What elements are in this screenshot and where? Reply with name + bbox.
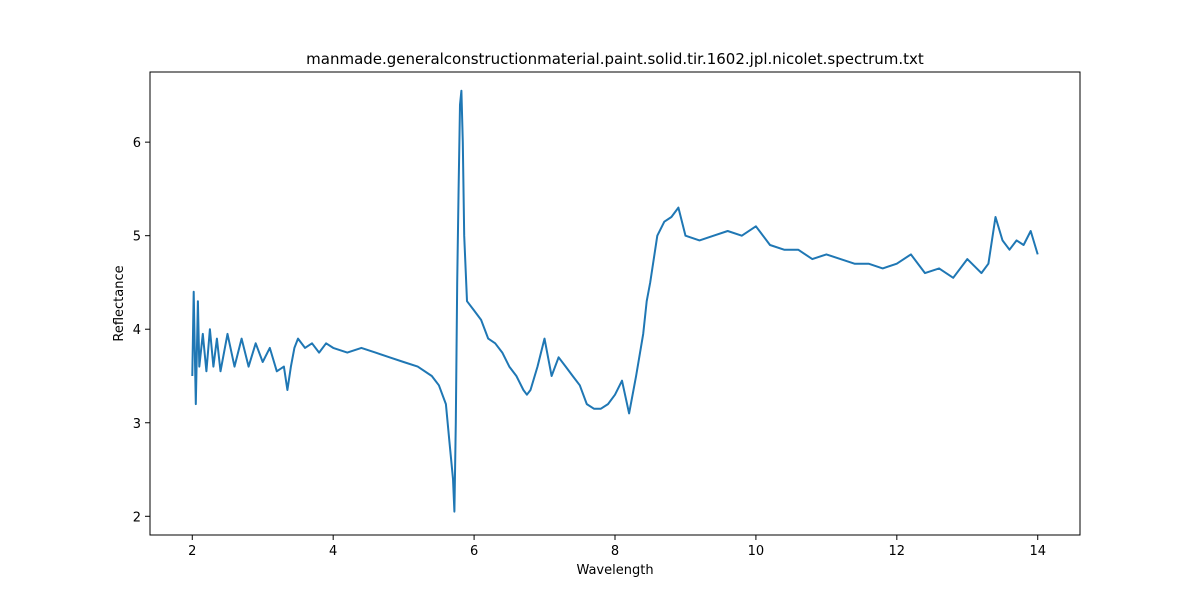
y-axis-label: Reflectance (112, 265, 127, 341)
y-axis: 2 3 4 5 6 (133, 136, 150, 525)
x-tick-label: 4 (329, 544, 337, 559)
y-tick-label: 5 (133, 230, 141, 245)
x-axis-label: Wavelength (576, 563, 653, 578)
x-tick-label: 6 (470, 544, 478, 559)
plot-area (191, 89, 1039, 513)
y-tick-label: 2 (133, 510, 141, 525)
y-tick-label: 6 (133, 136, 141, 151)
x-tick-label: 8 (611, 544, 619, 559)
x-tick-label: 14 (1029, 544, 1046, 559)
x-tick-label: 10 (748, 544, 765, 559)
y-tick-label: 4 (133, 323, 141, 338)
x-tick-label: 2 (188, 544, 196, 559)
y-tick-label: 3 (133, 417, 141, 432)
x-axis: 2 4 6 8 10 12 14 (188, 535, 1046, 559)
x-tick-label: 12 (889, 544, 906, 559)
series-line (191, 89, 1039, 513)
chart-title: manmade.generalconstructionmaterial.pain… (306, 50, 924, 68)
